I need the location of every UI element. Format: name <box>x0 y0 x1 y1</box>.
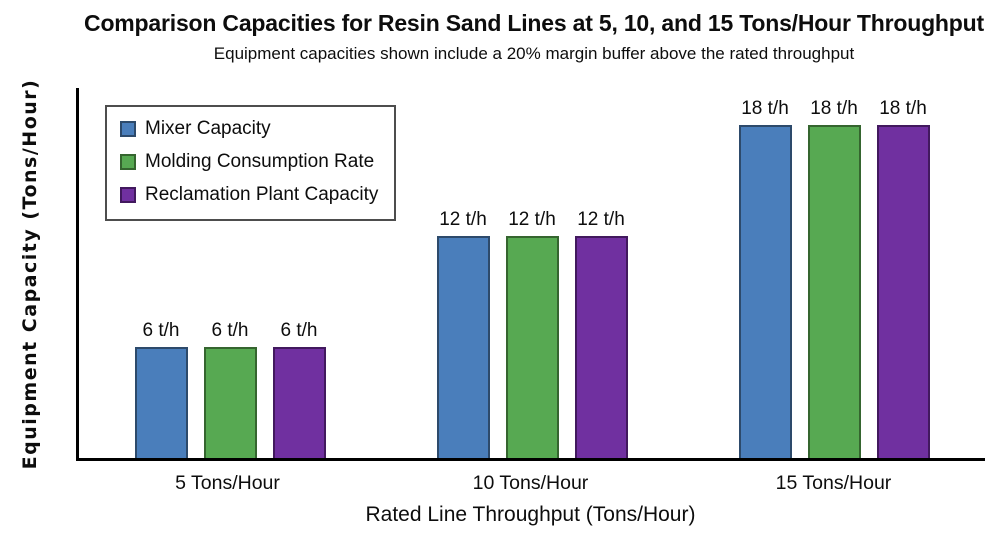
bar-value-label: 12 t/h <box>577 209 625 230</box>
x-tick-10-tons-hour: 10 Tons/Hour <box>472 472 589 494</box>
bar-cell: 12 t/h <box>436 88 490 458</box>
legend-swatch-green-icon <box>120 154 136 170</box>
bar-value-label: 18 t/h <box>879 98 927 119</box>
legend-item-reclamation-plant-capacity: Reclamation Plant Capacity <box>120 184 378 206</box>
bar-reclamation-plant-15tph <box>876 125 930 458</box>
bar-molding-consumption-10tph <box>505 236 559 458</box>
chart-title: Comparison Capacities for Resin Sand Lin… <box>84 10 984 36</box>
bar-molding-consumption-15tph <box>807 125 861 458</box>
bar-groups: 6 t/h 6 t/h 6 t/h 12 t/h 12 t <box>79 88 985 458</box>
bar-reclamation-plant-10tph <box>574 236 628 458</box>
bar-value-label: 12 t/h <box>439 209 487 230</box>
legend-item-mixer-capacity: Mixer Capacity <box>120 118 378 140</box>
legend-label: Mixer Capacity <box>145 118 271 139</box>
legend: Mixer Capacity Molding Consumption Rate … <box>105 105 397 221</box>
bar-cell: 6 t/h <box>134 88 188 458</box>
bar-cell: 6 t/h <box>272 88 326 458</box>
legend-label: Molding Consumption Rate <box>145 151 375 172</box>
legend-swatch-blue-icon <box>120 121 136 137</box>
plot-area: Mixer Capacity Molding Consumption Rate … <box>76 88 985 461</box>
bar-cell: 12 t/h <box>505 88 559 458</box>
bar-value-label: 18 t/h <box>741 98 789 119</box>
bar-cell: 18 t/h <box>738 88 792 458</box>
bar-group-10-tons-hour: 12 t/h 12 t/h 12 t/h <box>381 88 683 458</box>
x-tick-15-tons-hour: 15 Tons/Hour <box>775 472 892 494</box>
bar-cell: 18 t/h <box>876 88 930 458</box>
legend-swatch-purple-icon <box>120 187 136 203</box>
chart-header: Comparison Capacities for Resin Sand Lin… <box>70 10 998 64</box>
bar-value-label: 6 t/h <box>211 320 249 341</box>
legend-item-molding-consumption-rate: Molding Consumption Rate <box>120 151 378 173</box>
bar-cell: 18 t/h <box>807 88 861 458</box>
chart-subtitle: Equipment capacities shown include a 20%… <box>213 44 855 63</box>
x-tick-5-tons-hour: 5 Tons/Hour <box>175 472 280 494</box>
bar-molding-consumption-5tph <box>203 347 257 458</box>
bar-mixer-capacity-5tph <box>134 347 188 458</box>
bar-mixer-capacity-10tph <box>436 236 490 458</box>
bar-cell: 6 t/h <box>203 88 257 458</box>
x-axis-title: Rated Line Throughput (Tons/Hour) <box>365 503 696 526</box>
bar-mixer-capacity-15tph <box>738 125 792 458</box>
bar-group-15-tons-hour: 18 t/h 18 t/h 18 t/h <box>683 88 985 458</box>
bar-value-label: 6 t/h <box>142 320 180 341</box>
bar-group-5-tons-hour: 6 t/h 6 t/h 6 t/h <box>79 88 381 458</box>
bar-value-label: 12 t/h <box>508 209 556 230</box>
bar-cell: 12 t/h <box>574 88 628 458</box>
legend-label: Reclamation Plant Capacity <box>145 184 379 205</box>
bar-value-label: 18 t/h <box>810 98 858 119</box>
y-axis-title: Equipment Capacity (Tons/Hour) <box>19 78 41 470</box>
bar-value-label: 6 t/h <box>280 320 318 341</box>
bar-reclamation-plant-5tph <box>272 347 326 458</box>
x-axis-ticks: 5 Tons/Hour 10 Tons/Hour 15 Tons/Hour <box>76 472 985 495</box>
